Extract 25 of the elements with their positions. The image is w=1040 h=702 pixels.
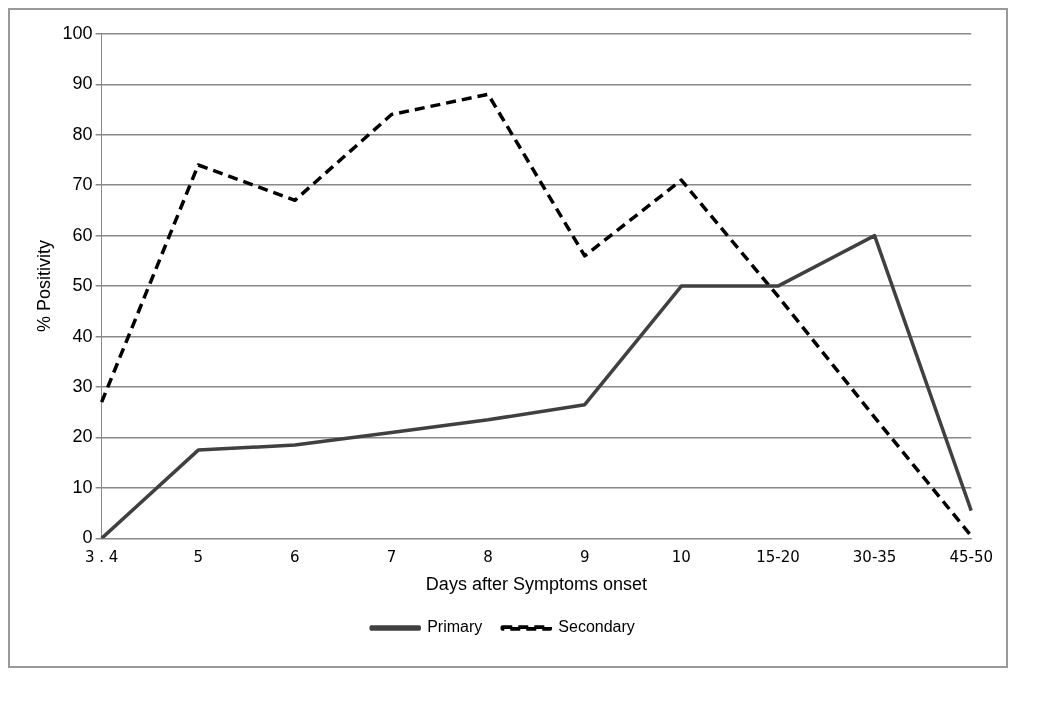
y-tick-label: 40 <box>72 325 93 346</box>
y-tick-label: 20 <box>72 426 93 447</box>
x-tick-label: 30-35 <box>852 548 897 567</box>
x-tick-label: 9 <box>579 548 590 567</box>
x-tick-label: 15-20 <box>756 548 800 567</box>
y-tick-label: 50 <box>72 275 93 296</box>
x-tick-label: 6 <box>290 548 300 567</box>
x-tick-label: 3 . 4 <box>84 548 119 567</box>
x-axis-title: Days after Symptoms onset <box>425 574 647 595</box>
y-tick-label: 70 <box>72 174 93 195</box>
y-tick-label: 90 <box>72 73 93 94</box>
y-tick-label: 80 <box>72 123 93 144</box>
x-tick-label: 10 <box>671 548 691 567</box>
x-tick-label: 5 <box>193 548 204 567</box>
y-tick-label: 100 <box>62 22 93 43</box>
legend-label: Secondary <box>558 618 635 636</box>
y-tick-label: 60 <box>72 224 93 245</box>
y-tick-label: 10 <box>72 476 93 497</box>
y-tick-label: 30 <box>72 375 93 396</box>
x-tick-label: 7 <box>386 548 397 567</box>
x-tick-label: 8 <box>483 548 493 567</box>
legend-label: Primary <box>427 618 483 636</box>
y-axis-title: % Positivity <box>33 240 54 333</box>
y-tick-label: 0 <box>82 527 93 548</box>
x-tick-label: 45-50 <box>949 548 993 567</box>
